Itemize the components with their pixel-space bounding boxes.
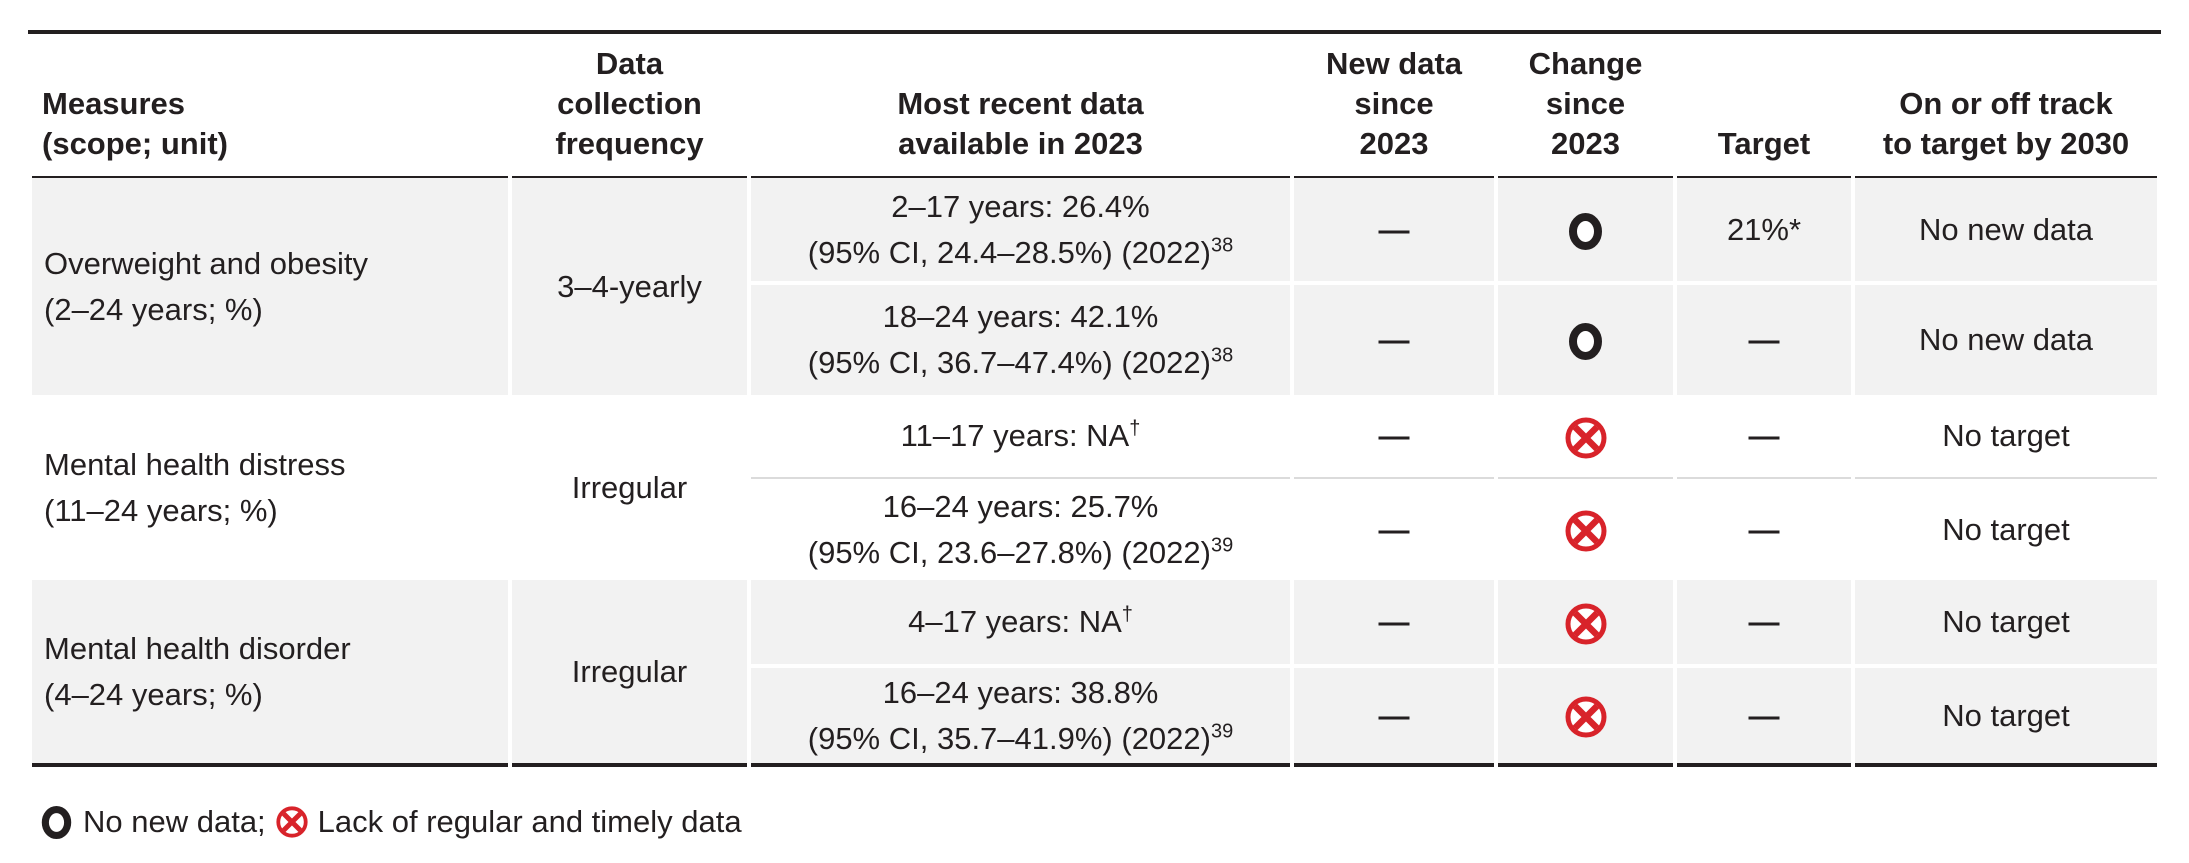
new-data-cell: — <box>1294 668 1494 767</box>
no-new-data-icon <box>41 805 72 839</box>
track-cell: No target <box>1855 395 2157 479</box>
recent-data-line1: 4–17 years: NA† <box>908 603 1133 639</box>
indicator-table-wrap: Measures (scope; unit) Data collection f… <box>28 30 2161 767</box>
legend: No new data; Lack of regular and timely … <box>40 797 742 847</box>
frequency-cell: Irregular <box>571 469 688 505</box>
recent-data-cell: 11–17 years: NA† <box>751 395 1290 479</box>
target-cell: 21%* <box>1677 178 1851 285</box>
no-new-data-icon <box>1569 323 1602 361</box>
recent-data-line2: (95% CI, 24.4–28.5%) (2022)38 <box>807 234 1234 270</box>
recent-data-line2: (95% CI, 35.7–41.9%) (2022)39 <box>807 720 1234 756</box>
recent-data-line1: 16–24 years: 25.7% <box>882 488 1159 524</box>
legend-lack-of-data-label: Lack of regular and timely data <box>317 804 742 839</box>
legend-no-new-data-label: No new data; <box>83 804 266 839</box>
new-data-cell: — <box>1294 285 1494 395</box>
table-row: 18–24 years: 42.1% (95% CI, 36.7–47.4%) … <box>32 285 2157 395</box>
recent-data-line1: 16–24 years: 38.8% <box>882 674 1159 710</box>
new-data-cell: — <box>1294 178 1494 285</box>
target-cell: — <box>1677 285 1851 395</box>
new-data-cell: — <box>1294 395 1494 479</box>
recent-data-line1: 2–17 years: 26.4% <box>891 188 1150 224</box>
frequency-cell: Irregular <box>512 580 747 767</box>
target-cell: — <box>1677 395 1851 479</box>
col-header-recent: Most recent data available in 2023 <box>751 34 1290 178</box>
table-row: Overweight and obesity (2–24 years; %) 3… <box>32 178 2157 395</box>
recent-data-line1: 18–24 years: 42.1% <box>882 299 1159 334</box>
lack-of-data-icon <box>1565 510 1606 552</box>
measure-cell: Overweight and obesity (2–24 years; %) <box>32 178 508 395</box>
recent-data-cell: 4–17 years: NA† <box>751 580 1290 668</box>
col-header-change: Change since 2023 <box>1498 34 1673 178</box>
change-cell <box>1498 178 1673 285</box>
lack-of-data-icon <box>276 806 308 838</box>
lack-of-data-icon <box>1565 696 1606 738</box>
track-cell: No target <box>1855 580 2157 668</box>
lack-of-data-icon <box>1565 417 1606 459</box>
recent-data-cell: 16–24 years: 38.8% (95% CI, 35.7–41.9%) … <box>751 668 1290 767</box>
track-cell: No new data <box>1855 178 2157 285</box>
col-header-frequency: Data collection frequency <box>512 34 747 178</box>
col-header-target: Target <box>1677 34 1851 178</box>
col-header-new-data: New data since 2023 <box>1294 34 1494 178</box>
change-cell <box>1498 285 1673 395</box>
track-cell: No target <box>1855 668 2157 767</box>
no-new-data-icon <box>1569 212 1602 250</box>
target-cell: — <box>1748 511 1780 547</box>
header-row: Measures (scope; unit) Data collection f… <box>32 34 2157 178</box>
table-row: 16–24 years: 25.7% (95% CI, 23.6–27.8%) … <box>32 479 2157 580</box>
new-data-cell: — <box>1294 580 1494 668</box>
measure-cell: Mental health distress (11–24 years; %) <box>44 446 346 528</box>
change-cell <box>1498 580 1673 668</box>
table-row: 16–24 years: 38.8% (95% CI, 35.7–41.9%) … <box>32 668 2157 767</box>
indicator-table: Measures (scope; unit) Data collection f… <box>28 30 2161 767</box>
change-cell <box>1498 479 1673 580</box>
table-row: Mental health disorder (4–24 years; %) I… <box>32 580 2157 767</box>
measure-cell: Mental health disorder (4–24 years; %) <box>32 580 508 767</box>
recent-data-cell: 16–24 years: 25.7% (95% CI, 23.6–27.8%) … <box>751 479 1290 580</box>
lack-of-data-icon <box>1565 603 1606 645</box>
track-cell: No target <box>1942 511 2070 547</box>
recent-data-cell: 2–17 years: 26.4% (95% CI, 24.4–28.5%) (… <box>751 178 1290 285</box>
recent-data-line1: 11–17 years: NA† <box>900 417 1141 453</box>
col-header-measures: Measures (scope; unit) <box>32 34 508 178</box>
change-cell <box>1498 395 1673 479</box>
col-header-track: On or off track to target by 2030 <box>1855 34 2157 178</box>
track-cell: No new data <box>1855 285 2157 395</box>
target-cell: — <box>1677 668 1851 767</box>
recent-data-line2: (95% CI, 23.6–27.8%) (2022)39 <box>807 534 1234 570</box>
frequency-cell: 3–4-yearly <box>512 178 747 395</box>
recent-data-cell: 18–24 years: 42.1% (95% CI, 36.7–47.4%) … <box>751 285 1290 395</box>
change-cell <box>1498 668 1673 767</box>
recent-data-line2: (95% CI, 36.7–47.4%) (2022)38 <box>807 344 1234 380</box>
new-data-cell: — <box>1378 511 1410 547</box>
target-cell: — <box>1677 580 1851 668</box>
table-row: Mental health distress (11–24 years; %) … <box>32 395 2157 528</box>
